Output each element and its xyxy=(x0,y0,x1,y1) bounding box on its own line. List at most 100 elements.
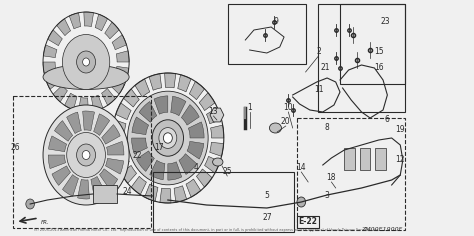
Wedge shape xyxy=(188,122,204,138)
Wedge shape xyxy=(210,125,224,138)
Circle shape xyxy=(82,151,90,160)
Wedge shape xyxy=(53,85,67,102)
Text: 4: 4 xyxy=(194,164,199,173)
Bar xyxy=(340,4,405,84)
Wedge shape xyxy=(132,117,149,135)
Circle shape xyxy=(164,133,173,143)
Text: (c) 2005-2013 American Honda Motor Co., Ltd.  Reproduction or use of contents of: (c) 2005-2013 American Honda Motor Co., … xyxy=(34,228,379,232)
Text: 15: 15 xyxy=(374,47,383,56)
Wedge shape xyxy=(160,188,171,203)
Wedge shape xyxy=(135,79,150,97)
Wedge shape xyxy=(149,74,162,90)
Ellipse shape xyxy=(269,123,282,133)
Wedge shape xyxy=(154,96,168,114)
Circle shape xyxy=(67,132,105,177)
Wedge shape xyxy=(48,136,67,152)
Ellipse shape xyxy=(43,64,129,89)
Wedge shape xyxy=(79,97,88,112)
Text: 16: 16 xyxy=(374,63,383,72)
Circle shape xyxy=(128,91,208,185)
Wedge shape xyxy=(64,93,77,110)
Wedge shape xyxy=(84,12,93,26)
Wedge shape xyxy=(139,101,157,122)
Bar xyxy=(93,185,117,203)
Text: 6: 6 xyxy=(385,115,390,125)
Wedge shape xyxy=(101,125,120,144)
Wedge shape xyxy=(106,158,124,174)
Text: 19: 19 xyxy=(395,126,405,135)
Bar xyxy=(360,148,370,170)
Text: FR.: FR. xyxy=(41,219,50,224)
Bar xyxy=(319,4,405,112)
Circle shape xyxy=(297,197,306,207)
Wedge shape xyxy=(91,177,106,198)
Circle shape xyxy=(152,120,183,156)
Text: 21: 21 xyxy=(320,63,330,72)
Wedge shape xyxy=(137,151,155,171)
Wedge shape xyxy=(57,19,71,36)
Wedge shape xyxy=(168,162,182,180)
Wedge shape xyxy=(174,186,187,202)
Wedge shape xyxy=(82,111,94,131)
Circle shape xyxy=(159,128,177,148)
Wedge shape xyxy=(69,13,81,29)
Wedge shape xyxy=(205,156,220,173)
Wedge shape xyxy=(112,138,125,151)
Wedge shape xyxy=(63,175,79,196)
Wedge shape xyxy=(46,74,60,89)
Wedge shape xyxy=(131,176,146,195)
Wedge shape xyxy=(107,141,124,155)
Wedge shape xyxy=(101,88,116,105)
Bar xyxy=(297,118,405,230)
Wedge shape xyxy=(210,142,224,156)
Text: 22: 22 xyxy=(133,151,143,160)
Wedge shape xyxy=(182,105,199,125)
Wedge shape xyxy=(116,103,131,120)
Text: 3: 3 xyxy=(325,190,329,199)
Bar xyxy=(228,4,306,64)
Wedge shape xyxy=(94,114,109,135)
Wedge shape xyxy=(196,169,212,187)
Text: 5: 5 xyxy=(264,190,269,199)
Text: 10: 10 xyxy=(283,104,293,113)
Wedge shape xyxy=(95,14,108,31)
Wedge shape xyxy=(116,51,129,62)
Wedge shape xyxy=(78,179,90,199)
Wedge shape xyxy=(55,121,73,141)
Wedge shape xyxy=(48,30,63,46)
Wedge shape xyxy=(43,62,56,73)
Wedge shape xyxy=(124,89,139,107)
Wedge shape xyxy=(199,93,215,111)
Text: 26: 26 xyxy=(11,143,20,152)
Wedge shape xyxy=(179,154,197,174)
Bar xyxy=(13,96,151,228)
Wedge shape xyxy=(171,96,186,116)
Wedge shape xyxy=(189,81,204,100)
Text: 18: 18 xyxy=(327,173,336,182)
Wedge shape xyxy=(100,169,118,190)
Wedge shape xyxy=(52,166,71,185)
Text: 13: 13 xyxy=(209,108,219,117)
Text: 27: 27 xyxy=(262,214,272,223)
Wedge shape xyxy=(186,179,201,197)
Wedge shape xyxy=(150,160,165,180)
Text: 9: 9 xyxy=(273,17,278,26)
Wedge shape xyxy=(48,155,65,169)
Circle shape xyxy=(43,105,129,205)
Circle shape xyxy=(26,199,35,209)
Bar xyxy=(344,148,355,170)
Text: E-22: E-22 xyxy=(299,218,318,227)
Wedge shape xyxy=(187,141,204,159)
Text: 14: 14 xyxy=(296,164,306,173)
Wedge shape xyxy=(132,138,147,154)
Wedge shape xyxy=(105,22,119,39)
Bar xyxy=(375,148,386,170)
Wedge shape xyxy=(110,78,125,94)
Text: 8: 8 xyxy=(325,123,329,132)
Circle shape xyxy=(77,144,96,166)
Text: 2: 2 xyxy=(316,47,321,56)
Wedge shape xyxy=(112,35,127,50)
Text: 1: 1 xyxy=(247,104,252,113)
Text: ZM00E1900F: ZM00E1900F xyxy=(362,227,403,232)
Text: 23: 23 xyxy=(381,17,391,26)
